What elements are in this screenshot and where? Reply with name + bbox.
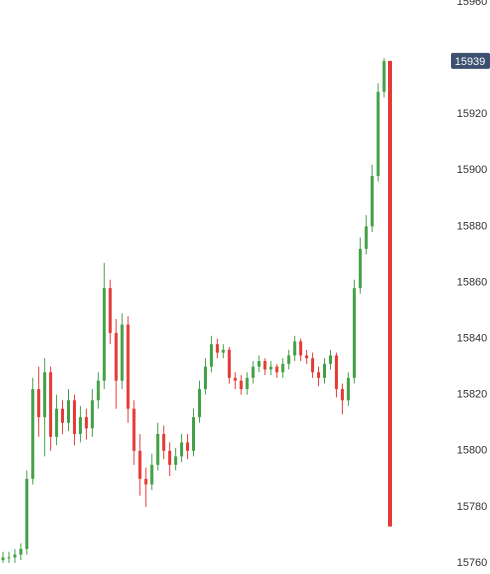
candle-body	[388, 60, 392, 527]
candle-body	[227, 349, 231, 378]
candle-body	[138, 450, 142, 479]
candle-body	[299, 341, 303, 356]
candle-body	[186, 442, 190, 451]
candle-body	[192, 417, 196, 451]
candle-body	[7, 557, 11, 559]
candle-body	[382, 60, 386, 92]
candle-body	[305, 355, 309, 359]
candle-body	[334, 355, 338, 390]
candle-body	[257, 361, 261, 367]
candle-body	[31, 389, 35, 479]
candle-body	[114, 332, 118, 381]
candle-body	[197, 389, 201, 418]
candle-body	[215, 344, 219, 353]
y-tick-label: 15900	[457, 164, 488, 176]
candle-body	[49, 372, 53, 437]
candle-body	[376, 91, 380, 176]
candle-body	[96, 380, 100, 401]
candle-body	[72, 400, 76, 434]
candle-body	[370, 175, 374, 227]
candle-body	[293, 341, 297, 356]
candle-body	[102, 288, 106, 381]
candle-body	[323, 363, 327, 378]
candle-body	[108, 288, 112, 333]
candle-body	[221, 349, 225, 353]
y-tick-label: 15800	[457, 445, 488, 457]
candle-body	[120, 324, 124, 381]
candle-body	[55, 408, 59, 437]
candle-body	[340, 389, 344, 401]
candle-body	[13, 554, 17, 558]
candle-body	[126, 324, 130, 409]
y-tick-label: 15820	[457, 389, 488, 401]
y-tick-label: 15840	[457, 333, 488, 345]
last-price-box	[451, 52, 490, 69]
candle-body	[174, 456, 178, 465]
candle-body	[144, 478, 148, 485]
candle-body	[66, 400, 70, 423]
candle-body	[37, 389, 41, 418]
candle-body	[25, 478, 29, 549]
y-tick-label: 15920	[457, 108, 488, 120]
candle-body	[352, 288, 356, 378]
candle-body	[78, 417, 82, 434]
candle-body	[84, 417, 88, 429]
candle-body	[251, 366, 255, 378]
y-tick-label: 15960	[457, 0, 488, 8]
candle-body	[275, 366, 279, 373]
candle-body	[61, 408, 65, 423]
candle-body	[328, 355, 332, 364]
candle-body	[132, 408, 136, 451]
candle-body	[162, 433, 166, 451]
candle-body	[1, 557, 5, 561]
candle-body	[311, 358, 315, 373]
candle-body	[43, 372, 47, 418]
candle-body	[245, 377, 249, 390]
candle-body	[19, 548, 23, 555]
last-price-label: 15939	[455, 56, 486, 68]
candle-body	[209, 344, 213, 367]
candle-body	[346, 377, 350, 401]
candle-body	[168, 450, 172, 465]
candle-body	[233, 377, 237, 381]
candle-body	[239, 380, 243, 390]
y-tick-label: 15860	[457, 276, 488, 288]
candle-body	[358, 248, 362, 289]
candle-body	[269, 366, 273, 370]
candle-body	[287, 355, 291, 364]
y-tick-label: 15780	[457, 501, 488, 513]
candle-body	[150, 464, 154, 485]
candle-body	[263, 361, 267, 370]
candle-body	[281, 363, 285, 373]
y-tick-label: 15760	[457, 557, 488, 569]
candle-body	[90, 400, 94, 429]
candle-body	[180, 442, 184, 457]
candle-body	[156, 433, 160, 465]
candle-body	[317, 372, 321, 378]
candle-body	[364, 226, 368, 249]
y-tick-label: 15880	[457, 220, 488, 232]
candle-body	[203, 366, 207, 390]
